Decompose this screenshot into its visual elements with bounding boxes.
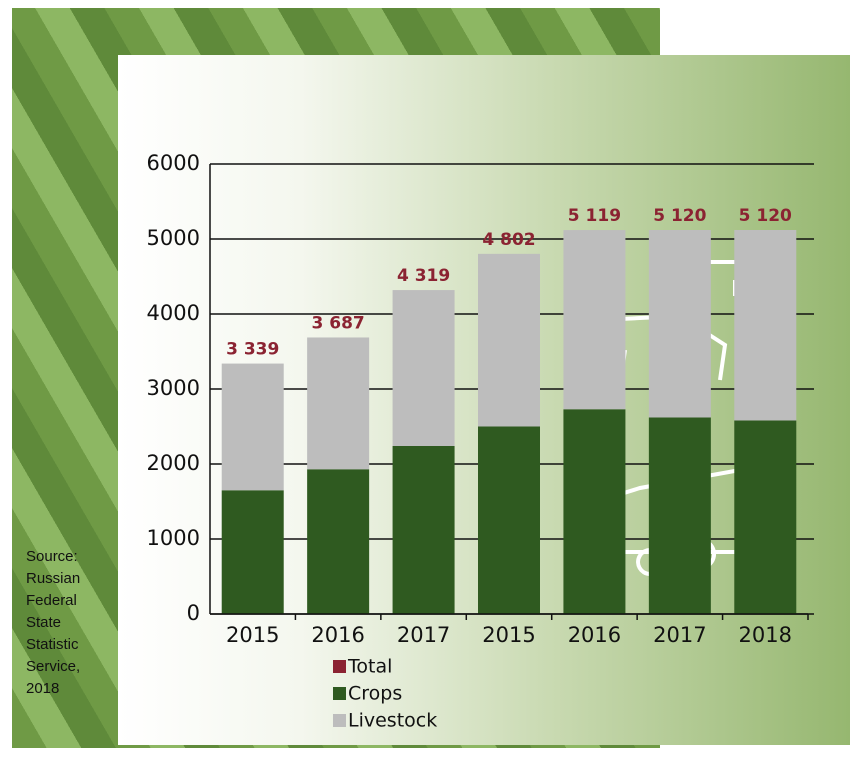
legend-label: Livestock <box>348 710 437 732</box>
legend-label: Crops <box>348 683 402 705</box>
bar-segment <box>563 409 626 614</box>
x-tick-label: 2016 <box>568 623 621 647</box>
x-tick-label: 2018 <box>739 623 792 647</box>
bar-segment <box>307 337 370 470</box>
total-label: 3 339 <box>226 340 279 360</box>
y-tick-label: 6000 <box>147 151 200 175</box>
bar-segment <box>307 469 370 614</box>
bar-segment <box>648 417 711 614</box>
y-tick-label: 1000 <box>147 526 200 550</box>
y-tick-label: 2000 <box>147 451 200 475</box>
total-label: 4 319 <box>397 266 450 286</box>
x-tick-label: 2017 <box>397 623 450 647</box>
y-tick-label: 0 <box>187 601 200 625</box>
total-label: 5 120 <box>653 206 706 226</box>
bar-segment <box>478 253 540 427</box>
bar-segment <box>563 230 626 410</box>
x-tick-label: 2015 <box>482 623 535 647</box>
total-label: 5 120 <box>739 206 792 226</box>
bar-segment <box>221 363 284 491</box>
y-tick-label: 5000 <box>147 226 200 250</box>
bar-segment <box>221 490 284 614</box>
source-note: Source: Russian Federal State Statistic … <box>26 548 81 697</box>
total-label: 5 119 <box>568 206 621 226</box>
bar-segment <box>734 230 797 421</box>
legend-swatch <box>333 660 346 673</box>
total-label: 4 802 <box>482 230 535 250</box>
bar-segment <box>734 420 797 614</box>
y-tick-label: 3000 <box>147 376 200 400</box>
x-tick-label: 2017 <box>653 623 706 647</box>
bar-segment <box>478 426 540 614</box>
bar-segment <box>392 290 455 446</box>
legend-swatch <box>333 714 346 727</box>
bar-segment <box>392 446 455 614</box>
bar-segment <box>648 230 711 418</box>
x-tick-label: 2015 <box>226 623 279 647</box>
legend-swatch <box>333 687 346 700</box>
x-tick-label: 2016 <box>311 623 364 647</box>
y-tick-label: 4000 <box>147 301 200 325</box>
total-label: 3 687 <box>312 313 365 333</box>
legend-label: Total <box>347 656 392 678</box>
